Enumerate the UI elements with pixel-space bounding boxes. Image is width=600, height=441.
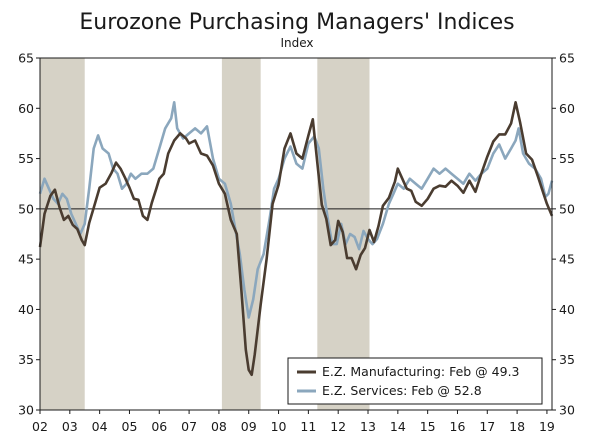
series-line-manufacturing xyxy=(38,101,554,377)
x-tick-label: 17 xyxy=(479,419,495,434)
x-tick-label: 15 xyxy=(420,419,436,434)
legend-label-manufacturing: E.Z. Manufacturing: Feb @ 49.3 xyxy=(322,364,520,379)
x-tick-label: 06 xyxy=(151,419,167,434)
x-tick-label: 16 xyxy=(450,419,466,434)
y-tick-left-label: 60 xyxy=(18,101,34,116)
x-tick-label: 19 xyxy=(539,419,555,434)
y-axis-left: 30 35 40 45 50 55 60 65 xyxy=(18,51,40,418)
x-tick-label: 13 xyxy=(360,419,376,434)
x-tick-label: 11 xyxy=(300,419,316,434)
y-tick-right-label: 40 xyxy=(559,302,575,317)
series-lines xyxy=(38,101,554,377)
plot-frame xyxy=(39,57,553,411)
chart-title: Eurozone Purchasing Managers' Indices xyxy=(79,10,514,35)
x-axis: 02 03 04 05 06 07 08 09 10 11 12 13 14 15 16 17 18 19 xyxy=(32,410,555,434)
x-tick-label: 07 xyxy=(181,419,197,434)
x-tick-label: 03 xyxy=(62,419,78,434)
x-tick-label: 09 xyxy=(241,419,257,434)
x-tick-label: 02 xyxy=(32,419,48,434)
recession-shading xyxy=(40,58,370,410)
x-tick-label: 12 xyxy=(330,419,346,434)
y-tick-right-label: 45 xyxy=(559,252,575,267)
chart-subtitle: Index xyxy=(280,36,313,50)
y-tick-left-label: 50 xyxy=(18,201,34,216)
recession-band-1 xyxy=(40,58,85,410)
x-tick-label: 10 xyxy=(271,419,287,434)
x-tick-label: 04 xyxy=(92,419,108,434)
y-tick-right-label: 50 xyxy=(559,201,575,216)
y-tick-left-label: 30 xyxy=(18,403,34,418)
y-tick-right-label: 30 xyxy=(559,403,575,418)
x-tick-label: 05 xyxy=(122,419,138,434)
y-tick-left-label: 65 xyxy=(18,51,34,66)
legend-label-services: E.Z. Services: Feb @ 52.8 xyxy=(322,383,482,398)
y-tick-left-label: 35 xyxy=(18,352,34,367)
y-tick-right-label: 60 xyxy=(559,101,575,116)
y-axis-right: 30 35 40 45 50 55 60 65 xyxy=(552,51,575,418)
y-tick-right-label: 35 xyxy=(559,352,575,367)
y-tick-left-label: 45 xyxy=(18,252,34,267)
y-tick-left-label: 55 xyxy=(18,151,34,166)
legend-box xyxy=(287,357,543,405)
x-tick-label: 14 xyxy=(390,419,406,434)
y-tick-right-label: 55 xyxy=(559,151,575,166)
y-tick-right-label: 65 xyxy=(559,51,575,66)
legend: E.Z. Manufacturing: Feb @ 49.3 E.Z. Serv… xyxy=(287,357,543,405)
x-tick-label: 18 xyxy=(509,419,525,434)
series-line-services xyxy=(38,101,554,319)
y-tick-left-label: 40 xyxy=(18,302,34,317)
x-tick-label: 08 xyxy=(211,419,227,434)
